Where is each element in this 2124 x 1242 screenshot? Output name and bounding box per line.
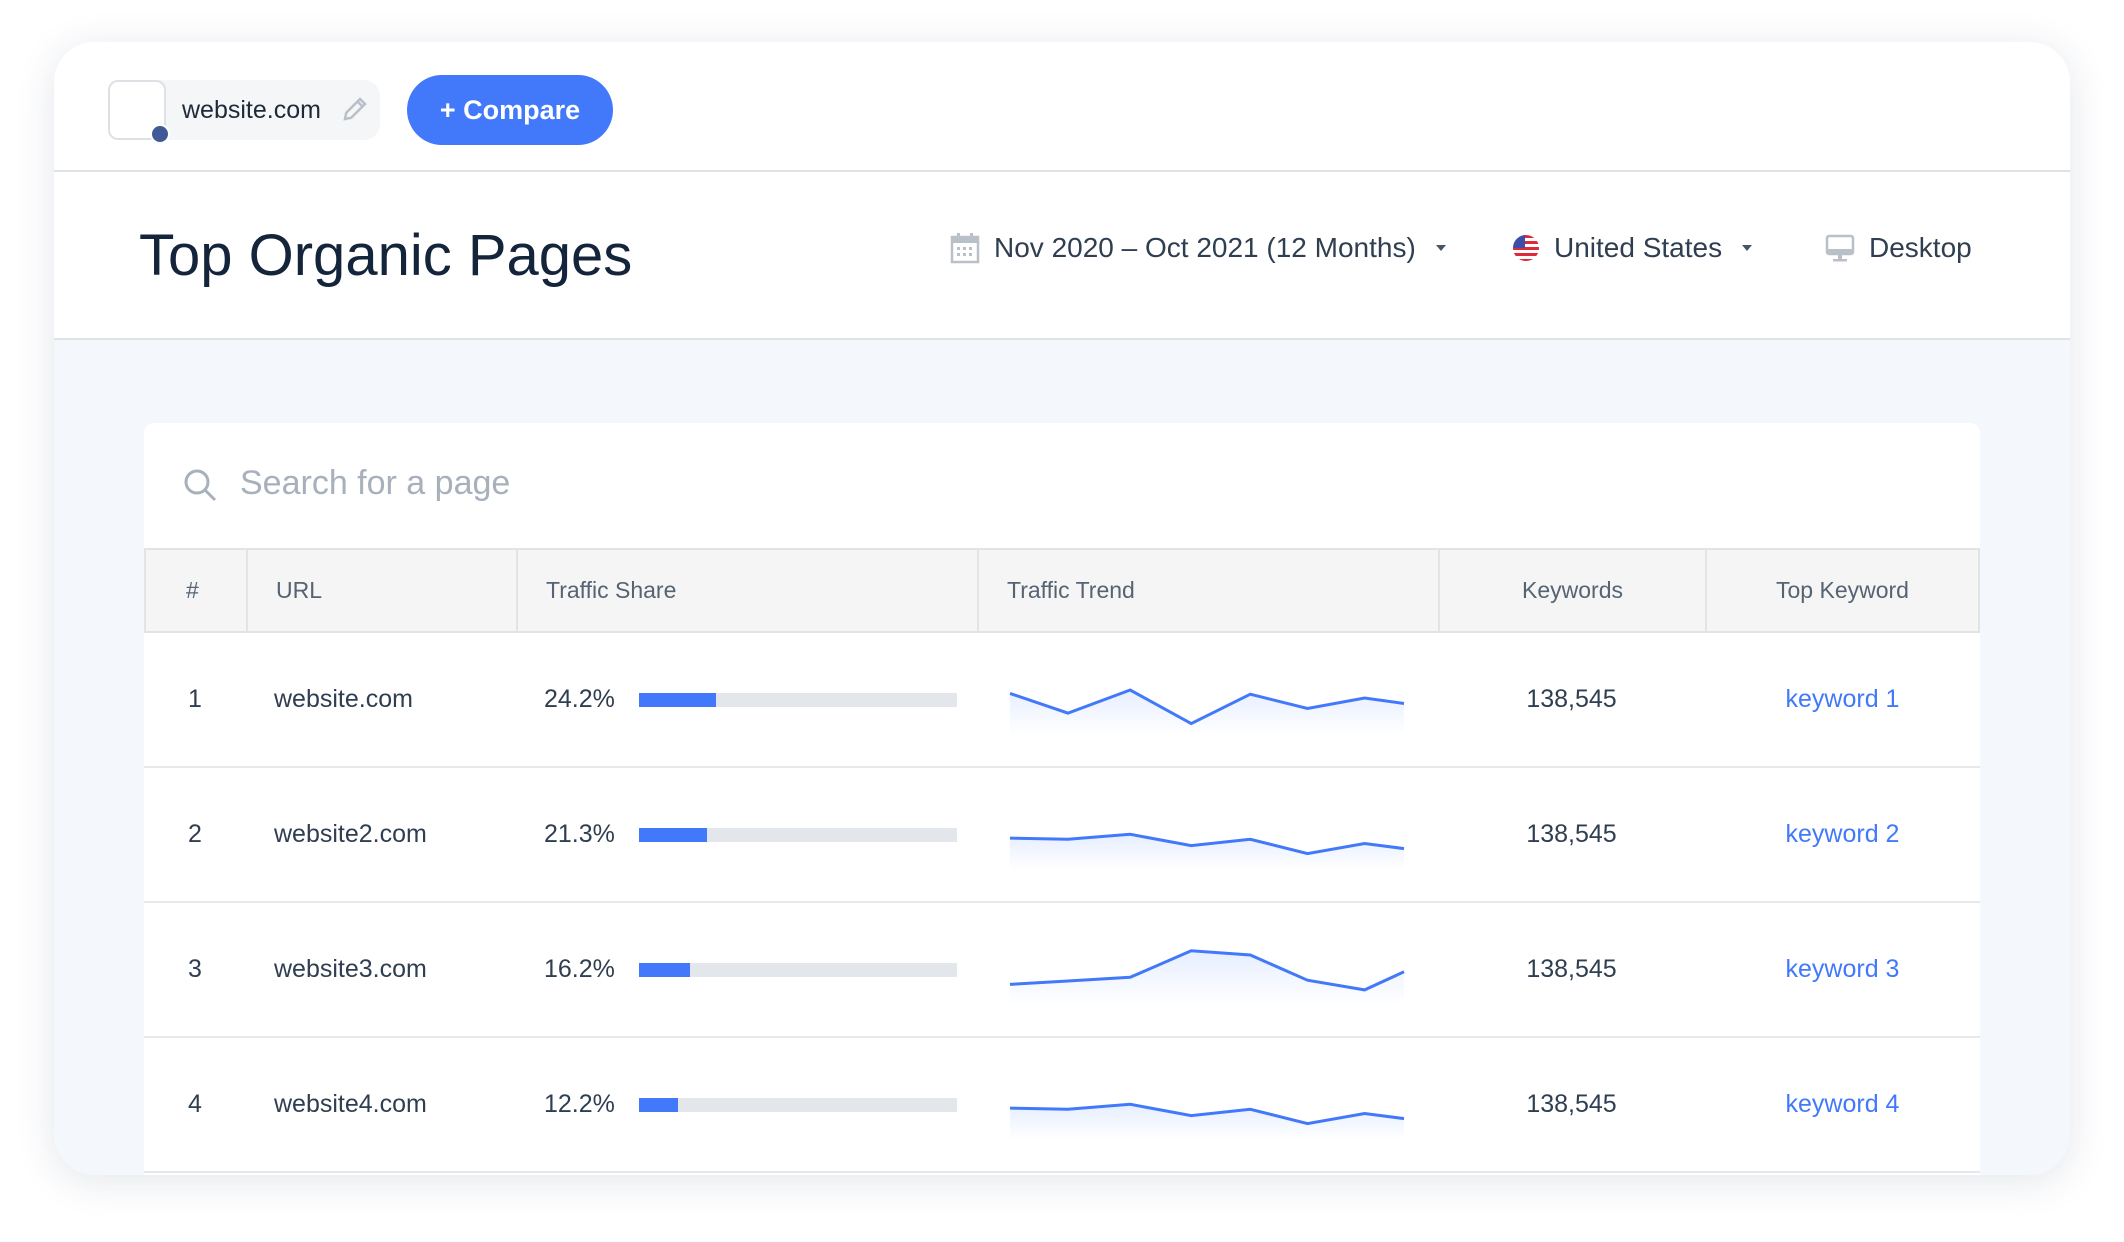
- column-header-url[interactable]: URL: [248, 550, 518, 631]
- trend-area: [1010, 689, 1404, 735]
- device-label: Desktop: [1869, 232, 1972, 263]
- traffic-trend-cell: [977, 903, 1438, 1036]
- site-chip[interactable]: website.com: [108, 80, 380, 144]
- trend-area: [1010, 950, 1404, 1005]
- row-url[interactable]: website2.com: [274, 820, 427, 848]
- table-row[interactable]: 1 website.com 24.2% 138,545 keyword 1: [144, 633, 1980, 768]
- traffic-share-value: 12.2%: [544, 1090, 615, 1118]
- table-header: # URL Traffic Share Traffic Trend Keywor…: [144, 548, 1980, 633]
- traffic-share-bar: [638, 962, 957, 977]
- row-rank: 3: [188, 955, 202, 983]
- page-title: Top Organic Pages: [139, 223, 633, 288]
- trend-line: [1009, 948, 1405, 991]
- traffic-share-bar: [638, 692, 957, 707]
- site-favicon: [108, 80, 166, 140]
- us-flag-icon: [1513, 235, 1539, 261]
- column-header-traffic-share[interactable]: Traffic Share: [518, 550, 979, 631]
- search-bar: [144, 423, 1980, 549]
- row-url[interactable]: website3.com: [274, 955, 427, 983]
- trend-line: [1009, 832, 1405, 855]
- traffic-share-cell: 16.2%: [516, 903, 977, 1036]
- traffic-trend-cell: [977, 768, 1438, 901]
- traffic-trend-cell: [977, 633, 1438, 766]
- top-keyword-link[interactable]: keyword 2: [1785, 820, 1900, 848]
- traffic-trend-sparkline: [1009, 832, 1405, 870]
- row-url[interactable]: website.com: [274, 685, 413, 713]
- traffic-trend-sparkline: [1009, 948, 1405, 1005]
- row-keywords: 138,545: [1526, 1090, 1617, 1118]
- table-row[interactable]: 2 website2.com 21.3% 138,545 keyword 2: [144, 768, 1980, 903]
- traffic-share-bar: [638, 1097, 957, 1112]
- title-bar: Top Organic Pages Nov 2020 – Oct 2021 (1…: [54, 172, 2070, 340]
- country-label: United States: [1554, 232, 1723, 263]
- desktop-icon: [1825, 234, 1855, 262]
- search-icon: [184, 469, 217, 502]
- date-range-dropdown[interactable]: Nov 2020 – Oct 2021 (12 Months): [950, 232, 1446, 264]
- main-card: website.com + Compare Top Organic Pages …: [54, 42, 2070, 1175]
- country-dropdown[interactable]: United States: [1512, 232, 1753, 264]
- top-keyword-link[interactable]: keyword 1: [1785, 685, 1900, 713]
- top-keyword-link[interactable]: keyword 4: [1785, 1090, 1900, 1118]
- date-range-label: Nov 2020 – Oct 2021 (12 Months): [994, 232, 1416, 263]
- row-rank: 4: [188, 1090, 202, 1118]
- row-rank: 2: [188, 820, 202, 848]
- traffic-trend-sparkline: [1009, 1102, 1405, 1140]
- trend-line: [1009, 687, 1405, 725]
- caret-down-icon: [1742, 245, 1753, 251]
- trend-line: [1009, 1102, 1405, 1125]
- column-header-rank[interactable]: #: [146, 550, 248, 631]
- traffic-share-fill: [638, 1097, 678, 1112]
- traffic-share-value: 16.2%: [544, 955, 615, 983]
- edit-pencil-icon[interactable]: [340, 94, 370, 124]
- site-color-dot: [150, 124, 170, 144]
- row-url[interactable]: website4.com: [274, 1090, 427, 1118]
- column-header-keywords[interactable]: Keywords: [1440, 550, 1707, 631]
- device-selector[interactable]: Desktop: [1825, 232, 1972, 264]
- top-keyword-link[interactable]: keyword 3: [1785, 955, 1900, 983]
- site-name: website.com: [182, 96, 321, 124]
- traffic-share-cell: 12.2%: [516, 1038, 977, 1171]
- pages-table-card: # URL Traffic Share Traffic Trend Keywor…: [144, 423, 1980, 1175]
- traffic-share-fill: [638, 962, 691, 977]
- traffic-share-cell: 21.3%: [516, 768, 977, 901]
- trend-area: [1010, 1103, 1404, 1140]
- column-header-traffic-trend[interactable]: Traffic Trend: [979, 550, 1440, 631]
- search-input[interactable]: [240, 453, 1140, 513]
- row-rank: 1: [188, 685, 202, 713]
- trend-area: [1010, 833, 1404, 870]
- table-row[interactable]: 4 website4.com 12.2% 138,545 keyword 4: [144, 1038, 1980, 1173]
- traffic-share-fill: [638, 827, 707, 842]
- row-keywords: 138,545: [1526, 955, 1617, 983]
- compare-button[interactable]: + Compare: [407, 75, 613, 145]
- traffic-share-value: 21.3%: [544, 820, 615, 848]
- traffic-share-cell: 24.2%: [516, 633, 977, 766]
- traffic-share-fill: [638, 692, 716, 707]
- caret-down-icon: [1435, 245, 1446, 251]
- table-row[interactable]: 3 website3.com 16.2% 138,545 keyword 3: [144, 903, 1980, 1038]
- top-bar: website.com + Compare: [54, 42, 2070, 172]
- traffic-trend-cell: [977, 1038, 1438, 1171]
- traffic-trend-sparkline: [1009, 687, 1405, 735]
- column-header-top-keyword[interactable]: Top Keyword: [1776, 577, 1909, 603]
- calendar-icon: [950, 233, 980, 264]
- traffic-share-value: 24.2%: [544, 685, 615, 713]
- row-keywords: 138,545: [1526, 685, 1617, 713]
- traffic-share-bar: [638, 827, 957, 842]
- row-keywords: 138,545: [1526, 820, 1617, 848]
